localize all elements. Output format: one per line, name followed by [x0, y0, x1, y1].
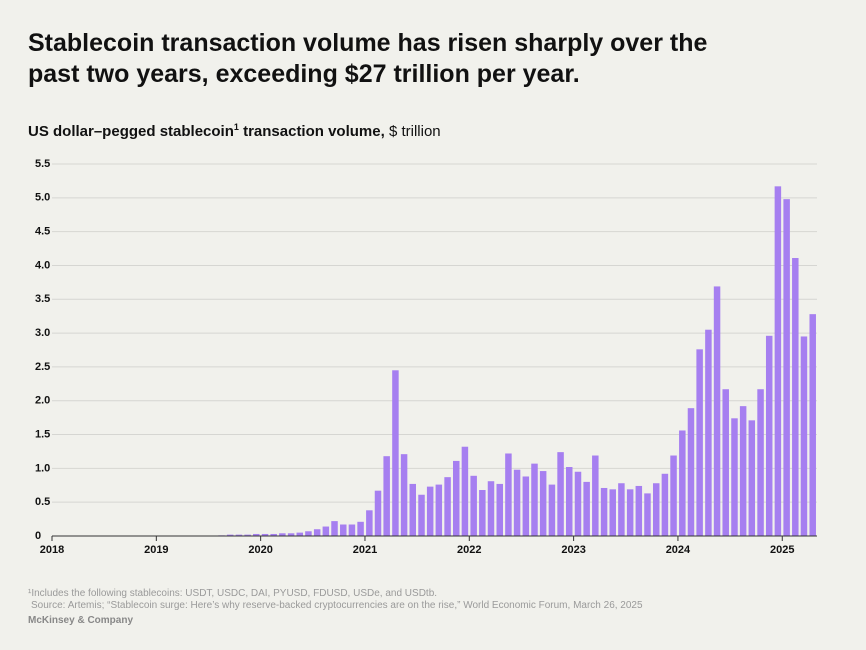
x-tick-label: 2024 [666, 544, 691, 556]
bar [679, 430, 686, 536]
bar [687, 408, 695, 536]
bar [644, 493, 651, 536]
y-tick-label: 4.0 [35, 259, 50, 271]
bar [279, 533, 286, 536]
bar [392, 370, 399, 536]
bar [739, 406, 747, 536]
bar [513, 469, 521, 536]
chart-title: Stablecoin transaction volume has risen … [28, 29, 708, 88]
bar [626, 489, 634, 536]
bar [765, 335, 773, 536]
bar [374, 490, 382, 536]
bar [722, 389, 729, 536]
x-tick-label: 2023 [561, 544, 585, 556]
bar [305, 531, 312, 536]
bar [539, 471, 547, 536]
bar [618, 483, 625, 536]
bar [600, 487, 608, 536]
subtitle-rest: transaction volume, [238, 123, 385, 140]
y-tick-label: 3.0 [35, 327, 50, 339]
bar [565, 467, 573, 536]
x-tick-label: 2022 [457, 544, 481, 556]
subtitle: US dollar–pegged stablecoin1 transaction… [28, 122, 441, 140]
bar [548, 484, 556, 536]
y-tick-label: 1.0 [35, 462, 50, 474]
bar [783, 199, 790, 537]
bar [583, 481, 590, 536]
bar [522, 476, 530, 536]
x-tick-label: 2025 [770, 544, 794, 556]
x-tick-label: 2019 [144, 544, 168, 556]
y-tick-label: 4.5 [35, 226, 50, 238]
bar [479, 490, 486, 536]
bar [313, 529, 321, 536]
brand: McKinsey & Company [28, 615, 134, 626]
bar [792, 258, 799, 536]
bar [253, 533, 260, 536]
bar [366, 510, 373, 536]
footnote: ¹Includes the following stablecoins: USD… [28, 588, 438, 599]
bar [800, 336, 808, 536]
bar [357, 521, 364, 536]
bar [348, 524, 356, 536]
bar [731, 418, 738, 536]
bar [340, 524, 347, 536]
bar [574, 471, 582, 536]
bar [774, 186, 782, 536]
note-mark: 1 [233, 122, 239, 132]
source: Source: Artemis; “Stablecoin surge: Here… [31, 600, 643, 611]
bar [296, 532, 304, 536]
bar [670, 455, 677, 536]
bar [531, 463, 538, 536]
subtitle-main: US dollar–pegged stablecoin [28, 123, 234, 140]
bar [652, 483, 660, 536]
y-tick-label: 0 [35, 530, 41, 542]
bar [713, 286, 721, 536]
bar [244, 534, 251, 536]
bar [435, 484, 443, 536]
bar [287, 533, 295, 536]
bar [226, 534, 234, 536]
bar [557, 452, 564, 536]
bar [322, 526, 330, 536]
y-tick-label: 2.0 [35, 395, 50, 407]
bar [661, 473, 669, 536]
bar [426, 486, 434, 536]
y-tick-label: 0.5 [35, 496, 50, 508]
bar [331, 521, 338, 536]
bar [696, 349, 703, 536]
y-tick-label: 2.5 [35, 361, 50, 373]
bar [470, 475, 477, 536]
y-tick-label: 5.5 [35, 158, 50, 170]
y-tick-label: 5.0 [35, 192, 50, 204]
x-tick-label: 2018 [40, 544, 64, 556]
bar [270, 533, 277, 536]
bar [609, 489, 616, 536]
x-tick-label: 2021 [353, 544, 377, 556]
bar [705, 329, 712, 536]
bar [261, 533, 269, 536]
bar [487, 481, 495, 536]
bar [757, 389, 764, 536]
bar [496, 483, 504, 536]
y-tick-label: 1.5 [35, 428, 50, 440]
bar [444, 477, 451, 536]
bar [453, 460, 460, 536]
bar [235, 534, 243, 536]
x-tick-label: 2020 [248, 544, 272, 556]
bar [400, 454, 408, 536]
bar [505, 453, 512, 536]
bar [809, 314, 816, 536]
bar [461, 446, 469, 536]
bar [592, 455, 599, 536]
y-tick-label: 3.5 [35, 293, 50, 305]
bar [418, 494, 425, 536]
bar [409, 483, 416, 536]
bar [748, 420, 756, 536]
unit: $ trillion [388, 123, 441, 140]
bar [635, 485, 643, 536]
bar [383, 456, 390, 536]
